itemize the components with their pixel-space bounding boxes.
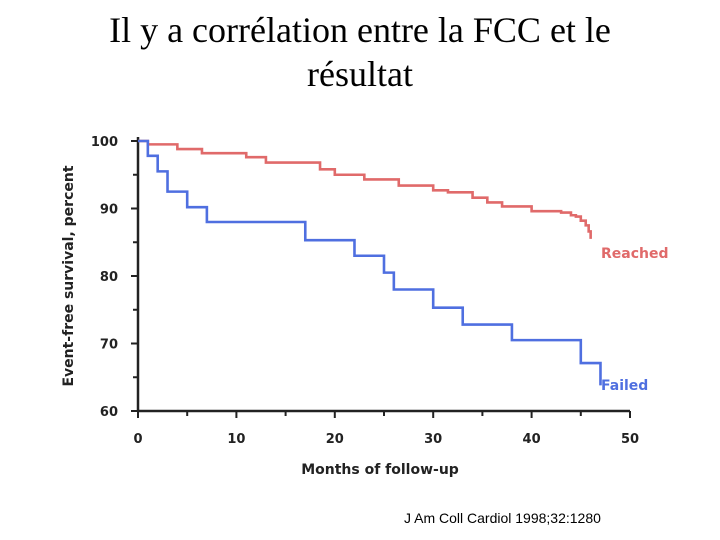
x-tick-label: 20 [326,432,344,447]
x-tick-label: 0 [133,432,142,447]
chart-axes: 0 10 20 30 40 50 60 70 80 90 100 [91,135,639,447]
y-axis-title: Event-free survival, percent [61,165,77,386]
series-line-failed [138,139,602,386]
x-tick-label: 30 [424,432,442,447]
x-axis-title: Months of follow-up [301,462,459,478]
series-line-reached [138,139,592,239]
x-tick-label: 10 [227,432,245,447]
slide-title-line-1: Il y a corrélation entre la FCC et le [109,10,611,50]
legend-label-reached: Reached [601,246,669,262]
y-tick-label: 80 [100,270,118,285]
y-tick-label: 70 [100,338,118,353]
y-tick-label: 60 [100,405,118,420]
legend-label-failed: Failed [601,378,648,394]
x-tick-label: 40 [523,432,541,447]
slide-title-line-2: résultat [307,54,413,94]
slide-title: Il y a corrélation entre la FCC et le ré… [0,8,720,96]
y-tick-label: 100 [91,135,118,150]
chart-series [138,139,602,386]
x-tick-label: 50 [621,432,639,447]
citation: J Am Coll Cardiol 1998;32:1280 [404,510,601,526]
y-tick-label: 90 [100,203,118,218]
